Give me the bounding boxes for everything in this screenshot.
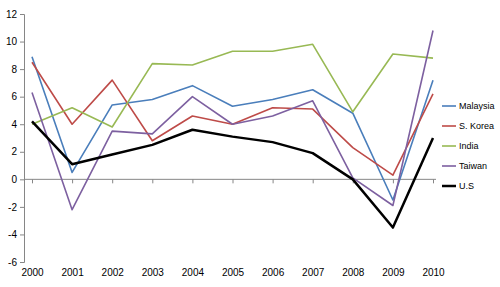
x-tick-label: 2000 (21, 267, 44, 278)
x-tick-mark (313, 179, 314, 183)
legend-swatch (442, 105, 456, 107)
y-tick-mark (20, 14, 24, 15)
x-tick-label: 2006 (262, 267, 285, 278)
x-tick-label: 2010 (422, 267, 445, 278)
x-tick: 2005 (222, 267, 245, 278)
x-tick-label: 2007 (302, 267, 325, 278)
legend-swatch (442, 145, 456, 147)
x-axis-domain (24, 179, 436, 180)
x-tick-mark (32, 179, 33, 183)
x-tick: 2003 (142, 267, 165, 278)
series-line (32, 57, 433, 200)
legend-swatch (442, 125, 456, 127)
x-tick-mark (112, 179, 113, 183)
x-tick (72, 179, 73, 183)
x-tick-mark (393, 179, 394, 183)
x-tick-label: 2003 (142, 267, 165, 278)
x-tick-label: 2004 (182, 267, 205, 278)
y-tick: 6 (11, 91, 24, 102)
x-tick-mark (72, 179, 73, 183)
y-tick-mark (20, 124, 24, 125)
x-tick-label: 2009 (382, 267, 405, 278)
y-tick-label: 6 (11, 91, 17, 102)
y-tick-label: -2 (8, 202, 17, 213)
lines (32, 31, 433, 228)
x-tick: 2001 (61, 267, 84, 278)
x-tick-label: 2001 (61, 267, 84, 278)
legend-label: U.S (459, 181, 474, 191)
x-tick (393, 179, 394, 183)
legend-label: Malaysia (459, 101, 495, 111)
y-tick: 4 (11, 119, 24, 130)
y-tick-label: 8 (11, 64, 17, 75)
x-tick: 2007 (302, 267, 325, 278)
y-tick: -4 (8, 229, 24, 240)
x-tick-mark (192, 179, 193, 183)
y-tick-mark (20, 97, 24, 98)
x-tick-label: 2005 (222, 267, 245, 278)
x-tick: 2004 (182, 267, 205, 278)
y-tick-label: 0 (11, 174, 17, 185)
x-tick: 2006 (262, 267, 285, 278)
y-tick-mark (20, 262, 24, 263)
y-tick: 10 (6, 36, 24, 47)
y-tick-mark (20, 179, 24, 180)
legend-label: India (459, 141, 479, 151)
x-tick (273, 179, 274, 183)
y-tick-mark (20, 152, 24, 153)
x-tick (112, 179, 113, 183)
legend-label: Taiwan (459, 161, 487, 171)
chart: -6-4-20246810122000200120022003200420052… (0, 0, 500, 287)
x-tick: 2002 (102, 267, 125, 278)
y-tick: 0 (11, 174, 24, 185)
x-tick (152, 179, 153, 183)
x-axis-labels: 2000 2001 2002 2003 2004 2005 2006 2007 2008 2009… (21, 267, 445, 278)
y-tick-label: 4 (11, 119, 17, 130)
y-tick-label: 10 (6, 36, 18, 47)
legend: Malaysia S. Korea India Taiwan U.S (442, 101, 495, 191)
y-tick-label: 2 (11, 146, 17, 157)
x-tick (32, 179, 33, 183)
legend-label: S. Korea (459, 121, 494, 131)
x-tick: 2000 (21, 267, 44, 278)
y-tick-mark (20, 42, 24, 43)
y-tick-mark (20, 69, 24, 70)
x-tick-mark (433, 179, 434, 183)
x-tick-label: 2008 (342, 267, 365, 278)
y-axis: -6 -4 -2 0 2 4 6 8 10 12 (6, 9, 25, 268)
x-tick-label: 2002 (102, 267, 125, 278)
series-line (32, 44, 433, 127)
y-tick-mark (20, 207, 24, 208)
legend-swatch (442, 185, 456, 188)
y-tick: -2 (8, 202, 24, 213)
series-line (32, 121, 433, 227)
x-tick-mark (273, 179, 274, 183)
y-tick-mark (20, 234, 24, 235)
y-tick: 2 (11, 146, 24, 157)
x-tick-mark (152, 179, 153, 183)
x-tick-mark (233, 179, 234, 183)
y-tick-label: -4 (8, 229, 17, 240)
y-tick: 8 (11, 64, 24, 75)
x-tick: 2009 (382, 267, 405, 278)
x-tick (192, 179, 193, 183)
y-tick-label: 12 (6, 9, 18, 20)
series-line (32, 31, 433, 210)
y-tick: -6 (8, 257, 24, 268)
x-tick: 2010 (422, 267, 445, 278)
x-tick: 2008 (342, 267, 365, 278)
y-tick: 12 (6, 9, 24, 20)
y-tick-label: -6 (8, 257, 17, 268)
x-tick (313, 179, 314, 183)
x-tick (433, 179, 434, 183)
legend-swatch (442, 165, 456, 167)
x-tick (233, 179, 234, 183)
y-axis-line (20, 15, 25, 263)
